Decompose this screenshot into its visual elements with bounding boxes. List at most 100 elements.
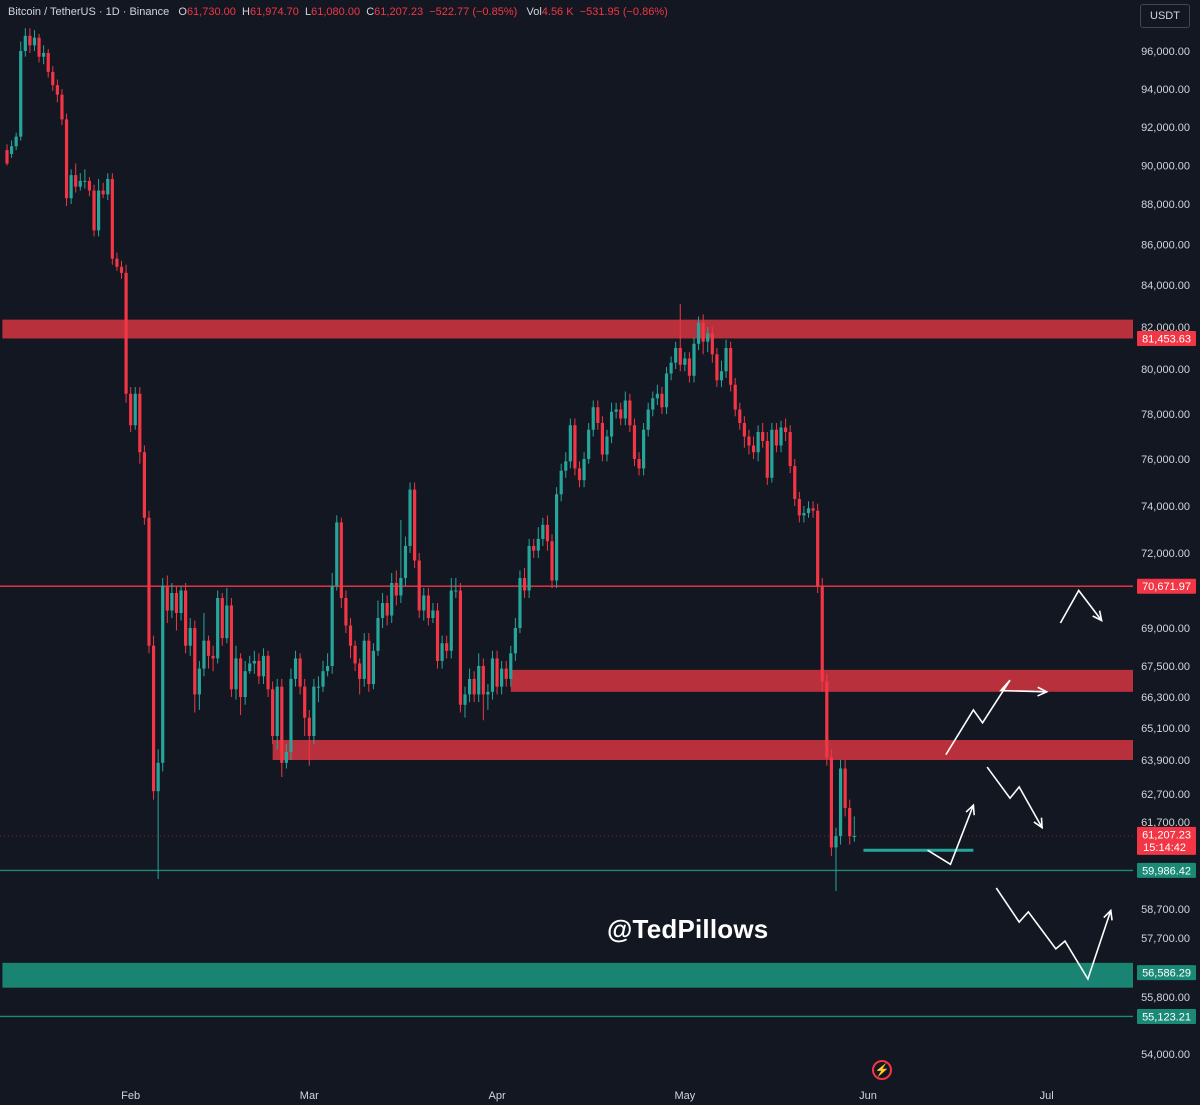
currency-button[interactable]: USDT [1140, 4, 1190, 28]
candle-down [303, 686, 307, 718]
candle-up [312, 686, 316, 736]
candle-up [335, 522, 339, 586]
high-label: H [242, 6, 250, 18]
price-tick-label: 94,000.00 [1141, 84, 1190, 96]
candle-up [692, 343, 696, 376]
lightning-logo-icon[interactable]: ⚡ [872, 1060, 892, 1080]
candle-down [481, 666, 485, 695]
candle-up [275, 686, 279, 736]
price-axis[interactable]: 96,000.00 94,000.00 92,000.00 90,000.00 88,0… [1137, 46, 1196, 1061]
candle-down [825, 681, 829, 758]
candle-up [591, 407, 595, 430]
projection-path [927, 804, 975, 866]
candle-down [206, 640, 211, 656]
price-tick-label: 62,700.00 [1141, 789, 1190, 801]
vol-label: Vol [526, 6, 542, 18]
candle-down [550, 541, 554, 581]
candle-up [362, 640, 366, 679]
candle-up [161, 585, 165, 763]
candle-down [394, 583, 398, 596]
candle-down [715, 354, 719, 381]
candle-up [852, 835, 856, 837]
price-label-box [1137, 826, 1196, 855]
price-tick-label: 61,700.00 [1141, 817, 1190, 829]
candle-up [234, 658, 238, 690]
price-label-value: 61,207.23 [1142, 829, 1191, 841]
candle-down [37, 37, 41, 57]
candle-down [55, 85, 59, 95]
resistance-zone [272, 740, 1133, 760]
watermark-text: @TedPillows [607, 914, 769, 944]
countdown-timer: 15:14:42 [1143, 842, 1186, 854]
candle-up [706, 333, 710, 342]
candle-up [724, 348, 728, 372]
candle-down [710, 333, 714, 355]
close-label: C [366, 6, 375, 18]
candle-down [632, 425, 637, 459]
candle-up [477, 666, 481, 695]
price-tick-label: 86,000.00 [1141, 240, 1190, 252]
price-label-box [1137, 578, 1196, 594]
candle-up [527, 545, 531, 591]
candle-down [344, 598, 348, 626]
symbol-title[interactable]: Bitcoin / TetherUS · 1D · Binance [8, 6, 170, 18]
price-tick-label: 66,300.00 [1141, 692, 1190, 704]
candle-down [738, 409, 742, 423]
price-label-box [1137, 330, 1196, 346]
candle-down [751, 445, 756, 453]
candle-up [642, 429, 646, 469]
close-value: 61,207.23 [374, 6, 424, 18]
candle-up [78, 180, 82, 187]
candle-down [229, 605, 234, 690]
candle-down [147, 517, 151, 646]
vol-value: 4.56 K [541, 6, 574, 18]
price-tick-label: 96,000.00 [1141, 46, 1190, 58]
candle-up [669, 362, 673, 374]
candle-down [545, 524, 550, 542]
price-tick-label: 54,000.00 [1141, 1049, 1190, 1061]
candle-up [518, 578, 522, 628]
candle-up [284, 752, 288, 763]
candle-up [587, 429, 591, 459]
candle-down [637, 459, 641, 469]
candle-down [101, 190, 105, 195]
price-tick-label: 78,000.00 [1141, 409, 1190, 421]
price-tick-label: 84,000.00 [1141, 280, 1190, 292]
price-tick-label: 72,000.00 [1141, 548, 1190, 560]
candle-down [367, 640, 371, 685]
candle-up [371, 650, 375, 685]
candle-down [619, 409, 623, 419]
candle-up [14, 136, 18, 147]
support-zone [2, 962, 1133, 988]
candle-up [399, 578, 403, 596]
candle-down [211, 655, 215, 659]
candle-down [445, 643, 449, 651]
candle-down [417, 560, 421, 611]
candle-up [243, 671, 247, 697]
price-label-value: 81,453.63 [1142, 333, 1191, 345]
candle-down [257, 660, 261, 677]
time-tick-label: Jul [1040, 1090, 1054, 1102]
projection-path [945, 679, 1047, 756]
time-axis[interactable]: Feb Mar Apr May Jun Jul [121, 1090, 1054, 1102]
candle-down [435, 610, 440, 661]
candle-down [165, 585, 169, 611]
price-tick-label: 55,800.00 [1141, 992, 1190, 1004]
candle-up [422, 595, 426, 611]
candle-up [97, 190, 101, 231]
candle-up [252, 660, 256, 664]
candle-up [513, 628, 517, 654]
candle-down [829, 757, 833, 848]
projection-path [995, 887, 1112, 981]
price-label-box [1137, 965, 1196, 981]
candle-down [765, 441, 769, 478]
price-tick-label: 74,000.00 [1141, 501, 1190, 513]
candle-down [820, 585, 824, 682]
candle-down [339, 522, 343, 598]
candle-down [193, 628, 197, 695]
candle-up [261, 655, 266, 677]
candle-up [655, 393, 659, 399]
candle-up [330, 585, 334, 666]
candle-up [623, 400, 627, 419]
